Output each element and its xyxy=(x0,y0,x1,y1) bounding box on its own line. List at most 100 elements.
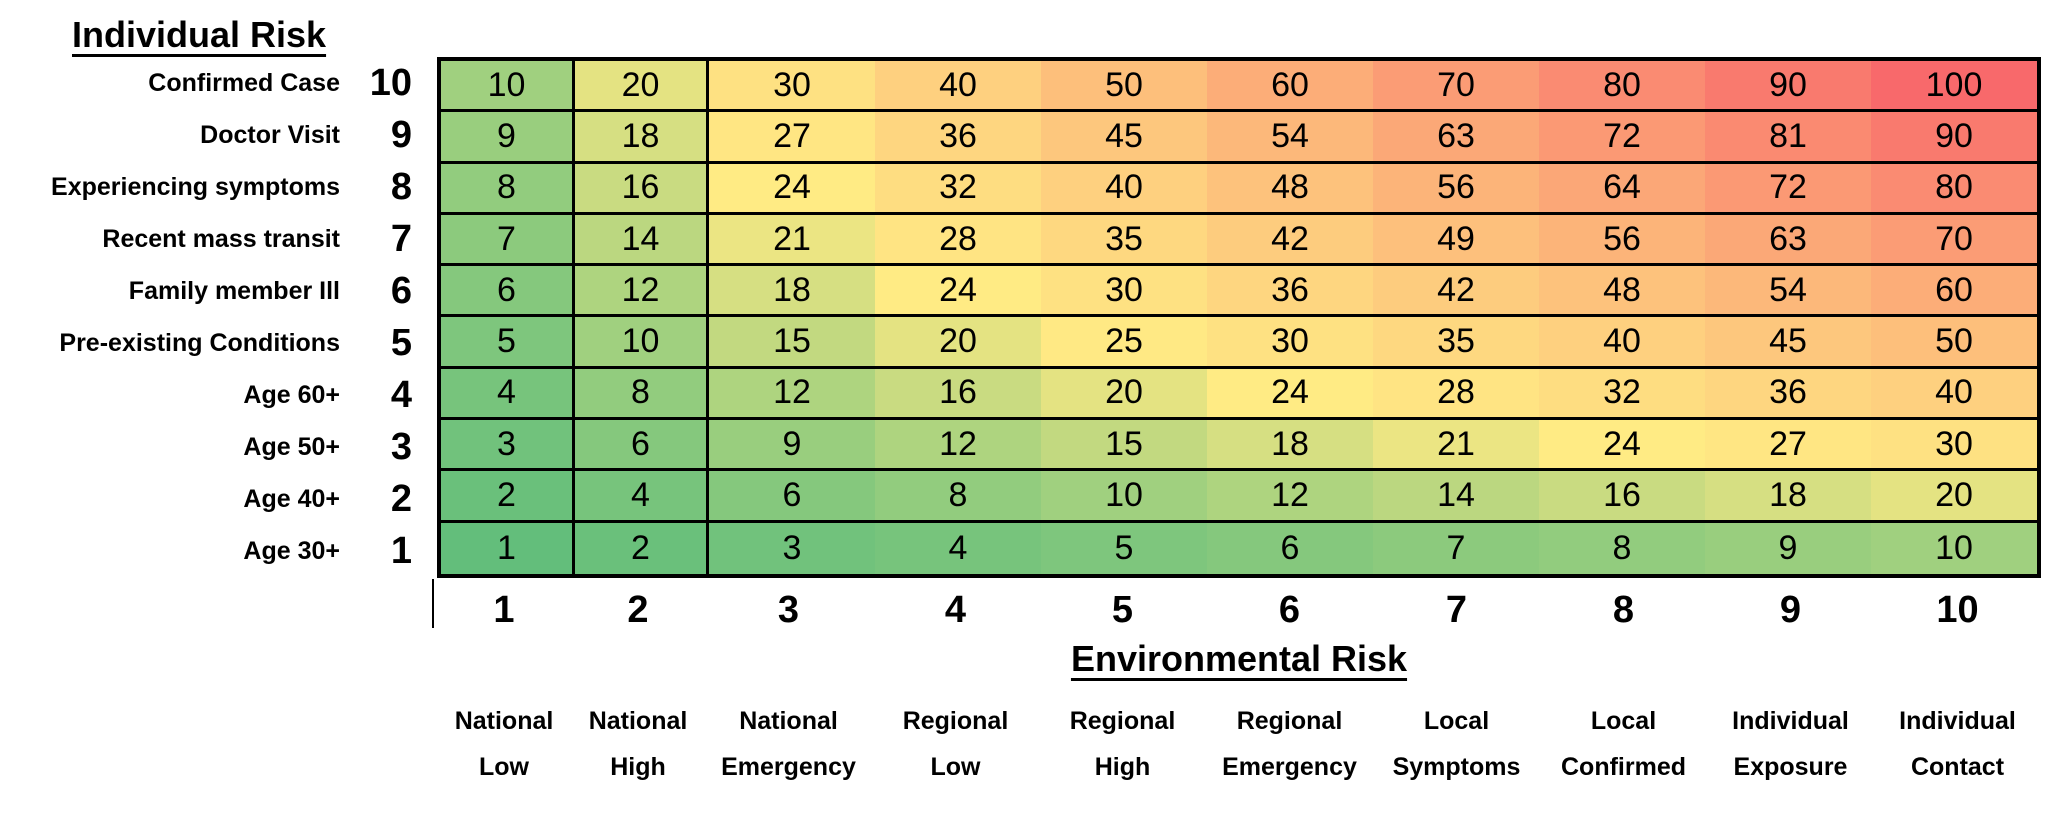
matrix-cell: 18 xyxy=(1705,471,1871,523)
matrix-cell: 7 xyxy=(1373,522,1539,574)
column-level-number: 9 xyxy=(1779,588,1802,631)
matrix-cell: 63 xyxy=(1705,214,1871,267)
matrix-cell: 56 xyxy=(1539,214,1705,267)
matrix-cell: 15 xyxy=(1041,420,1207,472)
row-label: Experiencing symptoms xyxy=(51,172,340,201)
matrix-cell: 48 xyxy=(1207,163,1373,215)
row-level-number: 8 xyxy=(390,165,412,208)
matrix-cell: 12 xyxy=(1207,471,1373,523)
column-category-line2: High xyxy=(1094,753,1151,781)
column-category-line2: Low xyxy=(479,753,529,781)
matrix-cell: 40 xyxy=(1871,368,2037,421)
column-category-line2: High xyxy=(610,753,666,781)
matrix-cell: 21 xyxy=(1373,420,1539,472)
matrix-cell: 14 xyxy=(1373,471,1539,523)
matrix-cell: 36 xyxy=(1207,266,1373,318)
column-category-line1: Regional xyxy=(1236,707,1343,735)
matrix-cell: 24 xyxy=(875,266,1041,318)
environmental-risk-title: Environmental Risk xyxy=(1070,638,1408,679)
row-label: Doctor Visit xyxy=(200,120,340,149)
matrix-cell: 9 xyxy=(1705,522,1871,574)
matrix-cell: 21 xyxy=(709,214,875,267)
matrix-cell: 14 xyxy=(575,214,709,267)
column-category-label: Individual Exposure xyxy=(1707,698,1874,790)
matrix-cell: 12 xyxy=(875,420,1041,472)
matrix-cell: 28 xyxy=(1373,368,1539,421)
matrix-cell: 20 xyxy=(1041,368,1207,421)
matrix-cell: 30 xyxy=(709,61,875,113)
row-level-number: 7 xyxy=(390,217,412,260)
matrix-cell: 30 xyxy=(1041,266,1207,318)
individual-risk-labels: Confirmed Case Doctor Visit Experiencing s… xyxy=(0,57,340,578)
column-category-label: Local Confirmed xyxy=(1540,698,1707,790)
row-level-number: 1 xyxy=(390,530,412,573)
matrix-cell: 18 xyxy=(575,112,709,164)
matrix-cell: 36 xyxy=(875,112,1041,164)
column-level-number: 6 xyxy=(1278,588,1301,631)
column-category-line1: National xyxy=(454,707,554,735)
column-category-label: National Emergency xyxy=(705,698,872,790)
matrix-cell: 42 xyxy=(1373,266,1539,318)
environmental-risk-title-wrap: Environmental Risk xyxy=(437,638,2041,680)
matrix-cell: 90 xyxy=(1705,61,1871,113)
column-level-number: 10 xyxy=(1936,588,1979,631)
column-level-number: 3 xyxy=(777,588,800,631)
row-level-number: 5 xyxy=(390,322,412,365)
column-category-label: Regional Low xyxy=(872,698,1039,790)
matrix-cell: 81 xyxy=(1705,112,1871,164)
matrix-cell: 32 xyxy=(1539,368,1705,421)
matrix-cell: 28 xyxy=(875,214,1041,267)
column-level-number: 1 xyxy=(493,588,515,631)
matrix-cell: 12 xyxy=(709,368,875,421)
matrix-cell: 9 xyxy=(441,112,575,164)
column-category-label: National Low xyxy=(437,698,571,790)
matrix-cell: 12 xyxy=(575,266,709,318)
matrix-cell: 32 xyxy=(875,163,1041,215)
column-category-line1: National xyxy=(739,707,838,735)
matrix-cell: 18 xyxy=(709,266,875,318)
matrix-cell: 5 xyxy=(441,317,575,369)
matrix-cell: 70 xyxy=(1373,61,1539,113)
row-label: Recent mass transit xyxy=(102,224,340,253)
matrix-cell: 20 xyxy=(875,317,1041,369)
row-label: Age 40+ xyxy=(243,485,340,514)
matrix-cell: 42 xyxy=(1207,214,1373,267)
matrix-cell: 3 xyxy=(441,420,575,472)
environmental-risk-categories: National Low National High National Emergency… xyxy=(437,698,2041,790)
column-level-number: 8 xyxy=(1612,588,1635,631)
row-level-number: 6 xyxy=(390,269,412,312)
column-category-line1: Local xyxy=(1590,707,1657,735)
column-category-line1: National xyxy=(588,707,688,735)
column-level-number: 7 xyxy=(1445,588,1468,631)
matrix-cell: 16 xyxy=(875,368,1041,421)
matrix-cell: 50 xyxy=(1871,317,2037,369)
matrix-cell: 49 xyxy=(1373,214,1539,267)
matrix-cell: 4 xyxy=(875,522,1041,574)
matrix-cell: 35 xyxy=(1373,317,1539,369)
row-label: Age 30+ xyxy=(243,537,340,566)
matrix-cell: 72 xyxy=(1705,163,1871,215)
matrix-cell: 54 xyxy=(1705,266,1871,318)
column-category-line2: Emergency xyxy=(721,753,856,781)
matrix-cell: 5 xyxy=(1041,522,1207,574)
row-label: Confirmed Case xyxy=(148,68,340,97)
individual-risk-title: Individual Risk xyxy=(72,14,327,55)
row-level-number: 2 xyxy=(390,478,412,521)
matrix-cell: 25 xyxy=(1041,317,1207,369)
row-level-number: 10 xyxy=(369,61,412,104)
column-category-line1: Individual xyxy=(1899,707,2016,735)
matrix-cell: 8 xyxy=(441,163,575,215)
matrix-cell: 56 xyxy=(1373,163,1539,215)
column-category-line2: Contact xyxy=(1910,753,2005,781)
matrix-cell: 8 xyxy=(1539,522,1705,574)
matrix-cell: 8 xyxy=(875,471,1041,523)
column-category-line2: Low xyxy=(930,753,981,781)
row-level-number: 3 xyxy=(390,426,412,469)
matrix-cell: 63 xyxy=(1373,112,1539,164)
matrix-cell: 70 xyxy=(1871,214,2037,267)
column-category-line1: Regional xyxy=(902,707,1009,735)
column-category-label: Local Symptoms xyxy=(1373,698,1540,790)
matrix-cell: 16 xyxy=(575,163,709,215)
matrix-cell: 1 xyxy=(441,522,575,574)
matrix-cell: 20 xyxy=(1871,471,2037,523)
